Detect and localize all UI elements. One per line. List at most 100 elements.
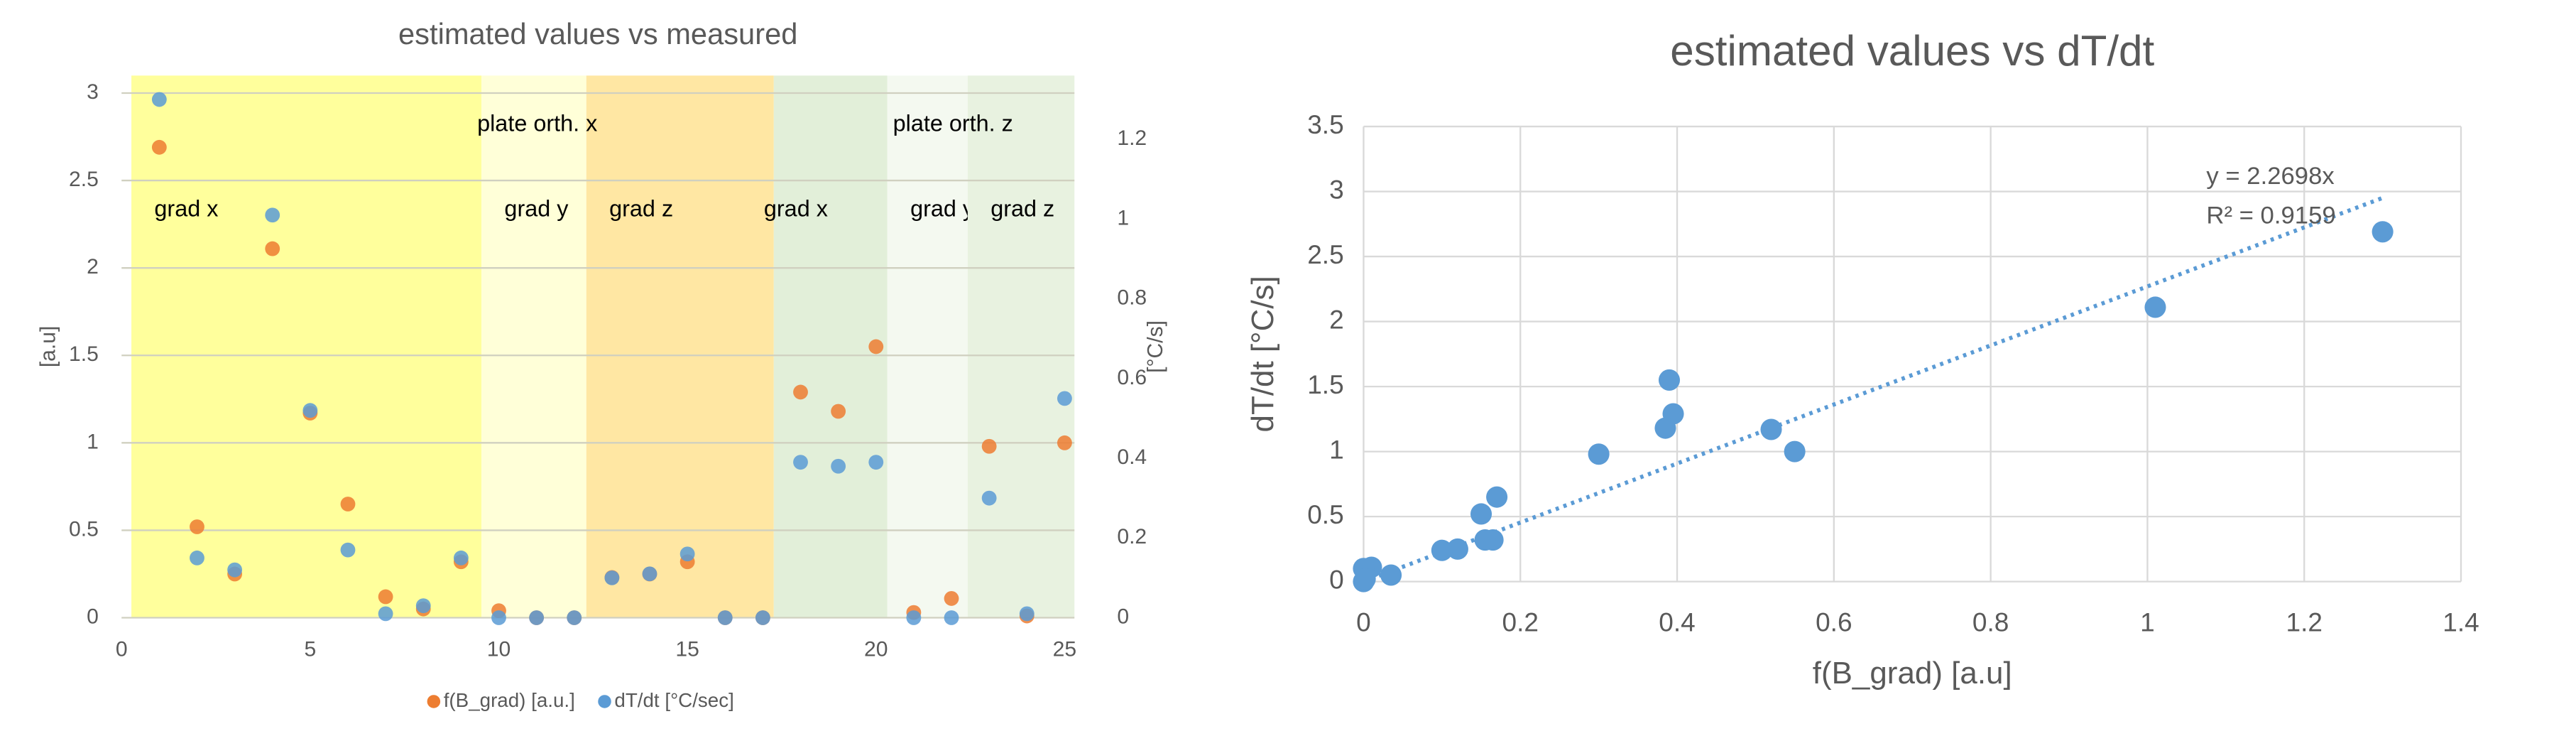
region-label: grad z <box>609 196 673 222</box>
point <box>680 546 695 562</box>
y2-tick-label: 0 <box>1117 605 1129 628</box>
point <box>1588 443 1610 465</box>
y2-axis-label: [°C/s] <box>1144 320 1167 373</box>
point <box>1486 486 1508 508</box>
point <box>831 458 846 474</box>
point <box>491 610 506 625</box>
y-tick-label: 1 <box>1329 434 1344 464</box>
region <box>481 75 586 618</box>
y-tick-label: 1.5 <box>1307 369 1343 399</box>
point <box>906 610 922 625</box>
y-tick-label: 0 <box>1329 564 1344 594</box>
point <box>265 241 280 256</box>
y-tick-label: 0.5 <box>1307 499 1343 529</box>
point <box>529 610 545 625</box>
region <box>887 75 968 618</box>
point <box>415 598 431 614</box>
point <box>717 610 733 625</box>
x-tick-label: 0.2 <box>1502 607 1539 637</box>
point <box>151 139 167 155</box>
point <box>868 339 884 355</box>
region-label: grad x <box>154 196 218 222</box>
point <box>567 610 582 625</box>
trendline-label: y = 2.2698x <box>2206 163 2334 190</box>
point <box>1474 529 1496 551</box>
region <box>773 75 888 618</box>
y-tick-label: 3 <box>87 80 99 104</box>
point <box>2372 221 2394 243</box>
region-label: grad x <box>764 196 828 222</box>
region <box>967 75 1075 618</box>
point <box>981 490 997 506</box>
y-tick-label: 2.5 <box>1307 239 1343 269</box>
point <box>1446 538 1468 560</box>
point <box>831 404 846 419</box>
y-tick-label: 0.5 <box>69 517 99 541</box>
trendline-label: R² = 0.9159 <box>2206 202 2335 229</box>
point <box>1057 391 1072 406</box>
point <box>944 610 959 625</box>
point <box>1380 564 1402 586</box>
y2-tick-label: 1.2 <box>1117 126 1147 150</box>
x-tick-label: 25 <box>1053 638 1076 661</box>
point <box>190 519 204 534</box>
annotation: plate orth. x <box>477 110 597 136</box>
x-tick-label: 1.2 <box>2286 607 2323 637</box>
y2-tick-label: 0.2 <box>1117 525 1147 548</box>
y-tick-label: 1.5 <box>69 342 99 366</box>
region-label: grad y <box>910 196 975 222</box>
x-tick-label: 0.4 <box>1659 607 1695 637</box>
point <box>1784 440 1806 462</box>
chart-title: estimated values vs measured <box>398 17 797 50</box>
point <box>1658 369 1681 391</box>
region <box>586 75 774 618</box>
point <box>1057 435 1072 450</box>
chart-title: estimated values vs dT/dt <box>1670 27 2154 75</box>
x-tick-label: 20 <box>864 638 888 661</box>
x-axis-label: f(B_grad) [a.u] <box>1813 656 2012 691</box>
region-label: grad z <box>990 196 1054 222</box>
x-tick-label: 1.4 <box>2443 607 2479 637</box>
point <box>378 606 393 622</box>
x-tick-label: 15 <box>675 638 699 661</box>
x-tick-label: 10 <box>487 638 511 661</box>
y2-tick-label: 0.8 <box>1117 286 1147 310</box>
point <box>944 591 959 606</box>
y-axis-label: dT/dt [°C/s] <box>1245 276 1280 432</box>
point <box>1354 568 1376 590</box>
point <box>755 610 770 625</box>
region-label: grad y <box>504 196 569 222</box>
y-axis-label: [a.u] <box>36 326 60 367</box>
point <box>265 207 280 223</box>
x-tick-label: 1 <box>2140 607 2155 637</box>
point <box>1654 417 1676 439</box>
point <box>642 566 657 582</box>
x-tick-label: 0.8 <box>1972 607 2009 637</box>
y-tick-label: 3.5 <box>1307 109 1343 139</box>
point <box>1760 418 1782 440</box>
annotation: plate orth. z <box>893 110 1013 136</box>
point <box>151 92 167 107</box>
point <box>793 455 808 470</box>
point <box>340 542 356 558</box>
legend-label: dT/dt [°C/sec] <box>614 689 733 711</box>
x-tick-label: 0 <box>116 638 128 661</box>
point <box>604 570 620 585</box>
point <box>378 589 393 605</box>
x-tick-label: 0 <box>1356 607 1371 637</box>
trendline <box>1363 195 2384 584</box>
point <box>1431 539 1453 561</box>
y-tick-label: 1 <box>87 430 99 453</box>
point <box>227 562 243 578</box>
point <box>190 550 204 565</box>
y2-tick-label: 0.4 <box>1117 445 1147 469</box>
point <box>1019 606 1035 622</box>
x-tick-label: 5 <box>304 638 316 661</box>
x-tick-label: 0.6 <box>1816 607 1852 637</box>
y2-tick-label: 1 <box>1117 206 1129 229</box>
y-tick-label: 2.5 <box>69 168 99 191</box>
legend-marker <box>427 695 441 708</box>
point <box>1470 503 1492 525</box>
point <box>453 550 469 565</box>
